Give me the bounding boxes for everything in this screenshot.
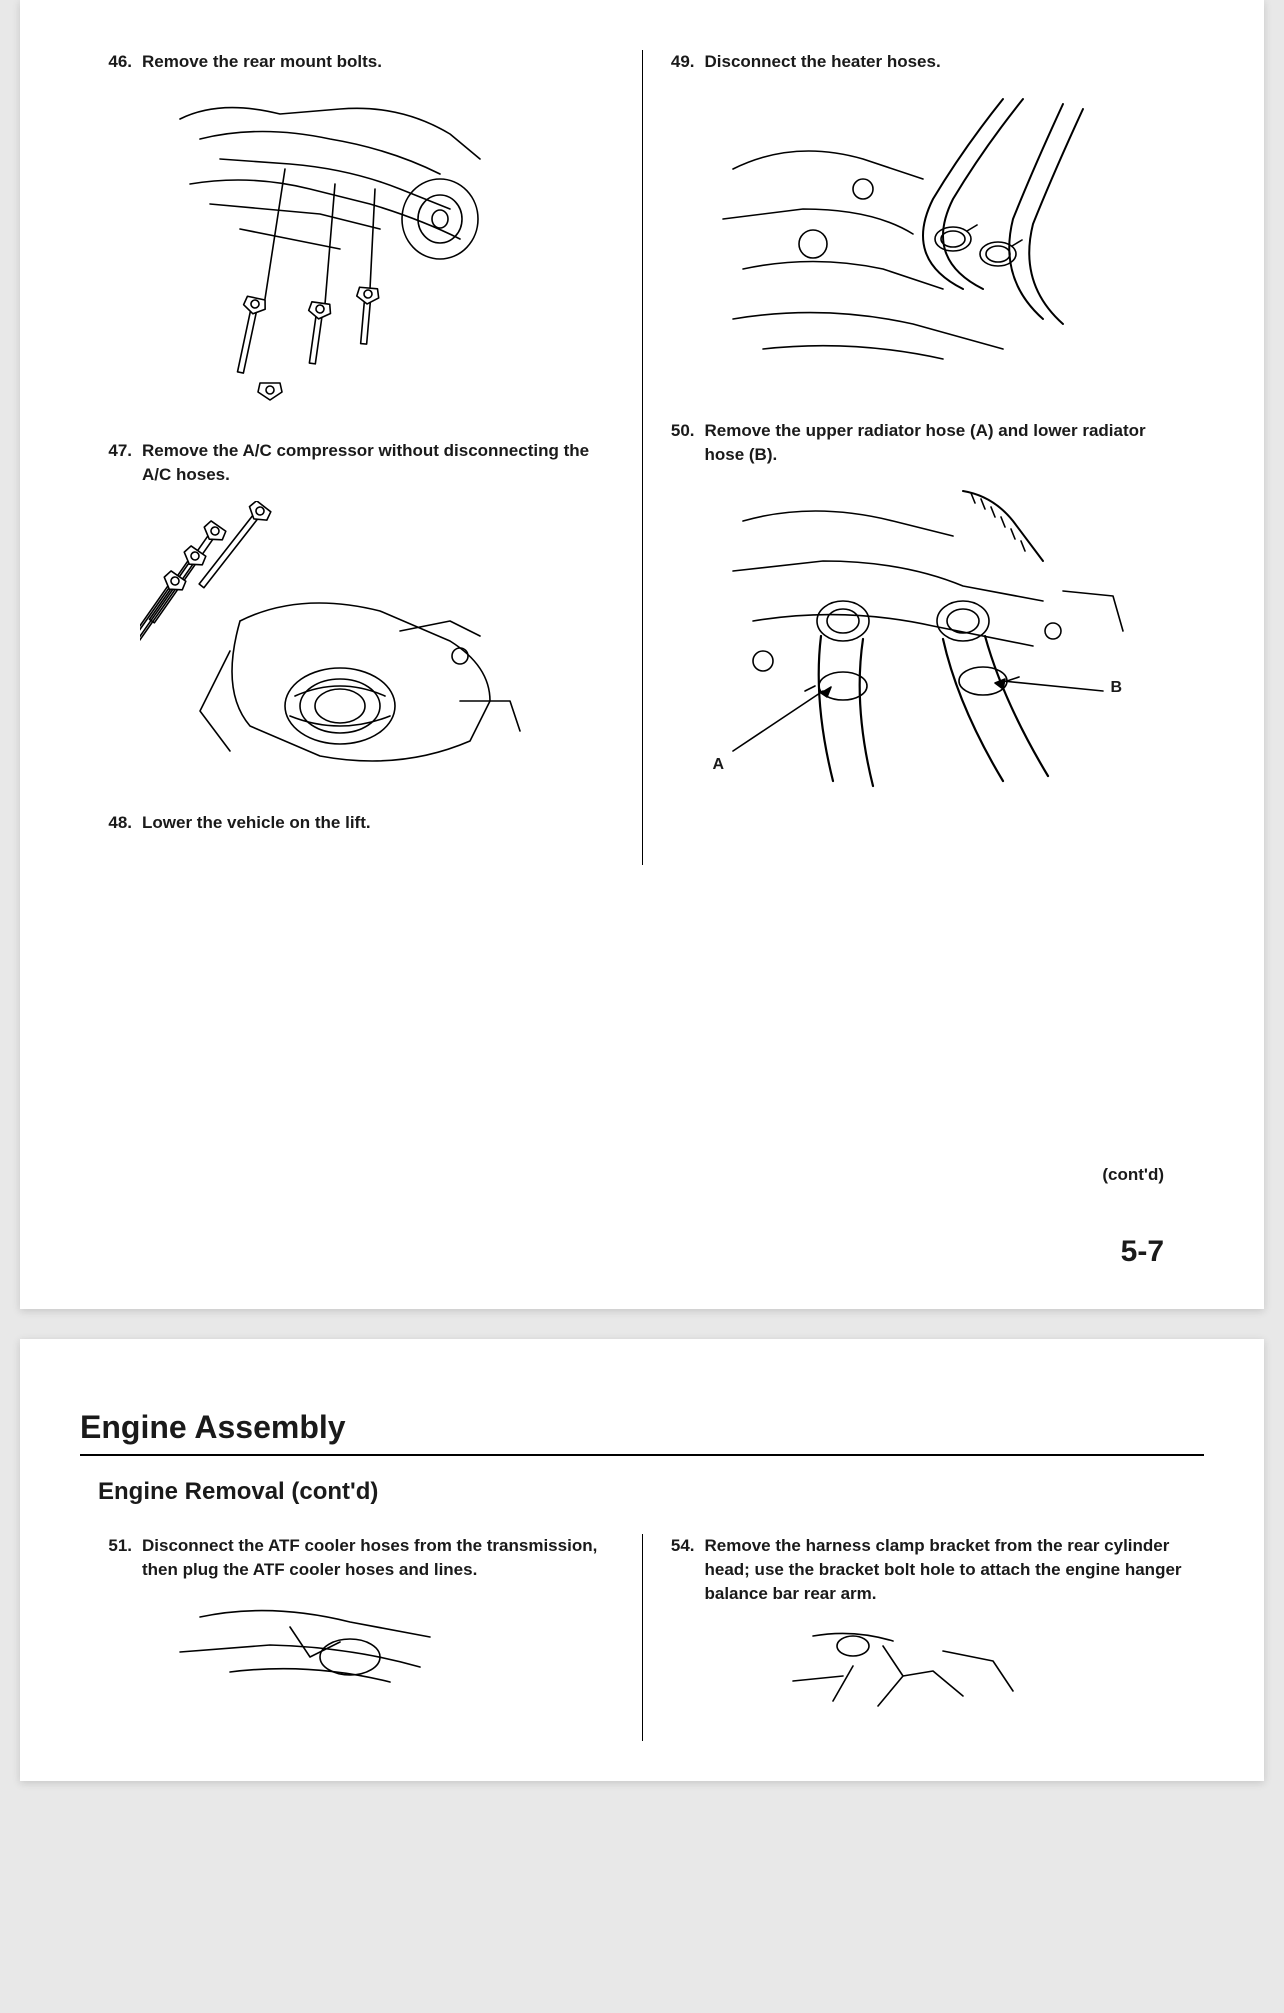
step-text: Disconnect the ATF cooler hoses from the… [142,1534,622,1582]
page-number: 5-7 [80,1235,1204,1269]
spacer [80,865,1204,1145]
diagram-label-b: B [1111,679,1123,697]
step-text: Remove the upper radiator hose (A) and l… [705,419,1185,467]
step-54: 54. Remove the harness clamp bracket fro… [663,1534,1185,1710]
contd-label: (cont'd) [80,1165,1204,1185]
right-column: 49. Disconnect the heater hoses. [643,50,1205,865]
diagram-radiator-hoses: A B [703,481,1185,811]
diagram-harness-clamp [703,1621,1185,1711]
step-number: 50. [663,419,705,443]
left-column: 46. Remove the rear mount bolts. [80,50,643,865]
step-48: 48. Lower the vehicle on the lift. [100,811,622,835]
diagram-atf-cooler [140,1597,622,1687]
step-text: Lower the vehicle on the lift. [142,811,622,835]
section-title: Engine Assembly [80,1409,1204,1446]
step-number: 47. [100,439,142,463]
step-text: Remove the A/C compressor without discon… [142,439,622,487]
step-51: 51. Disconnect the ATF cooler hoses from… [100,1534,622,1687]
sub-section-title: Engine Removal (cont'd) [98,1478,1204,1506]
step-text: Remove the harness clamp bracket from th… [705,1534,1185,1605]
title-rule [80,1454,1204,1456]
step-46: 46. Remove the rear mount bolts. [100,50,622,409]
step-number: 48. [100,811,142,835]
right-column: 54. Remove the harness clamp bracket fro… [643,1534,1205,1740]
manual-page: 46. Remove the rear mount bolts. [20,0,1264,1309]
step-47: 47. Remove the A/C compressor without di… [100,439,622,782]
manual-page-next: Engine Assembly Engine Removal (cont'd) … [20,1339,1264,1780]
step-text: Remove the rear mount bolts. [142,50,622,74]
step-number: 49. [663,50,705,74]
diagram-label-a: A [713,756,725,774]
step-50: 50. Remove the upper radiator hose (A) a… [663,419,1185,812]
diagram-ac-compressor [140,501,622,781]
columns: 51. Disconnect the ATF cooler hoses from… [80,1534,1204,1740]
step-number: 51. [100,1534,142,1558]
left-column: 51. Disconnect the ATF cooler hoses from… [80,1534,643,1740]
diagram-heater-hoses [703,89,1185,389]
step-number: 46. [100,50,142,74]
columns: 46. Remove the rear mount bolts. [80,50,1204,865]
diagram-rear-mount-bolts [140,89,622,409]
step-number: 54. [663,1534,705,1558]
step-text: Disconnect the heater hoses. [705,50,1185,74]
step-49: 49. Disconnect the heater hoses. [663,50,1185,389]
